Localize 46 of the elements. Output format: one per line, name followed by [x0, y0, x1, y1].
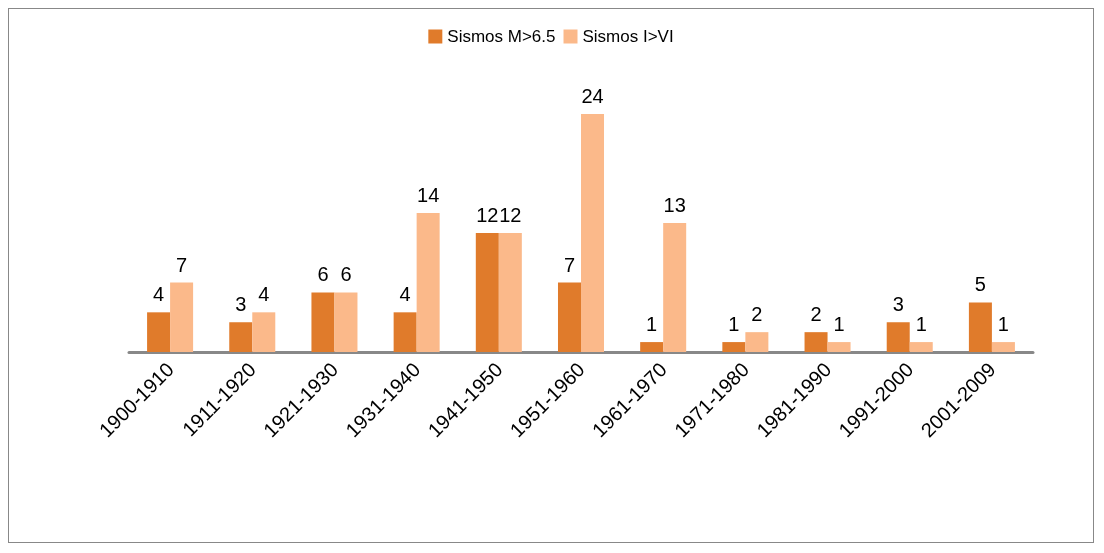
bar [745, 332, 769, 352]
bar [827, 342, 851, 352]
bar [252, 312, 276, 352]
data-label: 7 [176, 253, 188, 276]
data-label: 2 [810, 303, 822, 326]
data-label: 7 [563, 253, 576, 276]
data-label: 1 [728, 313, 740, 336]
legend-label: Sismos M>6.5 [447, 27, 556, 46]
data-label: 13 [663, 194, 686, 217]
data-label: 5 [974, 273, 986, 296]
bar [581, 113, 605, 352]
bar [909, 342, 933, 352]
bar [557, 282, 581, 352]
data-label: 3 [892, 293, 904, 316]
bar [311, 292, 335, 352]
data-label: 24 [581, 84, 604, 107]
bar [393, 312, 417, 352]
bar [170, 282, 194, 352]
data-label: 6 [317, 263, 329, 286]
data-label: 1 [915, 313, 927, 336]
data-label: 4 [258, 283, 270, 306]
data-label: 4 [399, 283, 411, 306]
bar [147, 312, 171, 352]
data-label: 1 [833, 313, 845, 336]
data-label: 6 [340, 263, 352, 286]
bar [229, 322, 253, 352]
data-label: 12 [499, 203, 522, 226]
bar [886, 322, 910, 352]
data-label: 2 [751, 303, 763, 326]
bar [722, 342, 746, 352]
bar [663, 223, 687, 352]
bar [804, 332, 828, 352]
bar [991, 342, 1015, 352]
data-label: 1 [646, 313, 658, 336]
data-label: 1 [997, 313, 1009, 336]
data-label: 3 [235, 293, 247, 316]
bar [968, 302, 992, 352]
bar [416, 213, 440, 352]
data-label: 4 [153, 283, 165, 306]
data-label: 14 [417, 184, 440, 207]
legend-label: Sismos I>VI [582, 27, 674, 46]
bar [475, 232, 499, 352]
bar [334, 292, 358, 352]
data-label: 12 [476, 203, 499, 226]
bar [498, 232, 522, 352]
bar [640, 342, 664, 352]
